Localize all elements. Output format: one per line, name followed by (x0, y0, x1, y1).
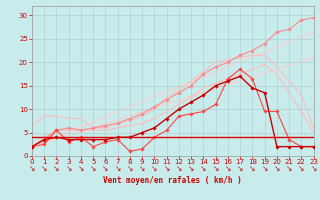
Text: ↘: ↘ (41, 164, 47, 173)
Text: ↘: ↘ (249, 164, 256, 173)
Text: ↘: ↘ (310, 164, 317, 173)
Text: ↘: ↘ (237, 164, 243, 173)
Text: ↘: ↘ (298, 164, 305, 173)
Text: ↘: ↘ (212, 164, 219, 173)
X-axis label: Vent moyen/en rafales ( km/h ): Vent moyen/en rafales ( km/h ) (103, 176, 242, 185)
Text: ↘: ↘ (53, 164, 60, 173)
Text: ↘: ↘ (200, 164, 207, 173)
Text: ↘: ↘ (225, 164, 231, 173)
Text: ↘: ↘ (78, 164, 84, 173)
Text: ↘: ↘ (164, 164, 170, 173)
Text: ↘: ↘ (286, 164, 292, 173)
Text: ↘: ↘ (66, 164, 72, 173)
Text: ↘: ↘ (90, 164, 96, 173)
Text: ↘: ↘ (102, 164, 109, 173)
Text: ↘: ↘ (139, 164, 145, 173)
Text: ↘: ↘ (188, 164, 194, 173)
Text: ↘: ↘ (115, 164, 121, 173)
Text: ↘: ↘ (127, 164, 133, 173)
Text: ↘: ↘ (151, 164, 158, 173)
Text: ↘: ↘ (261, 164, 268, 173)
Text: ↘: ↘ (176, 164, 182, 173)
Text: ↘: ↘ (29, 164, 35, 173)
Text: ↘: ↘ (274, 164, 280, 173)
